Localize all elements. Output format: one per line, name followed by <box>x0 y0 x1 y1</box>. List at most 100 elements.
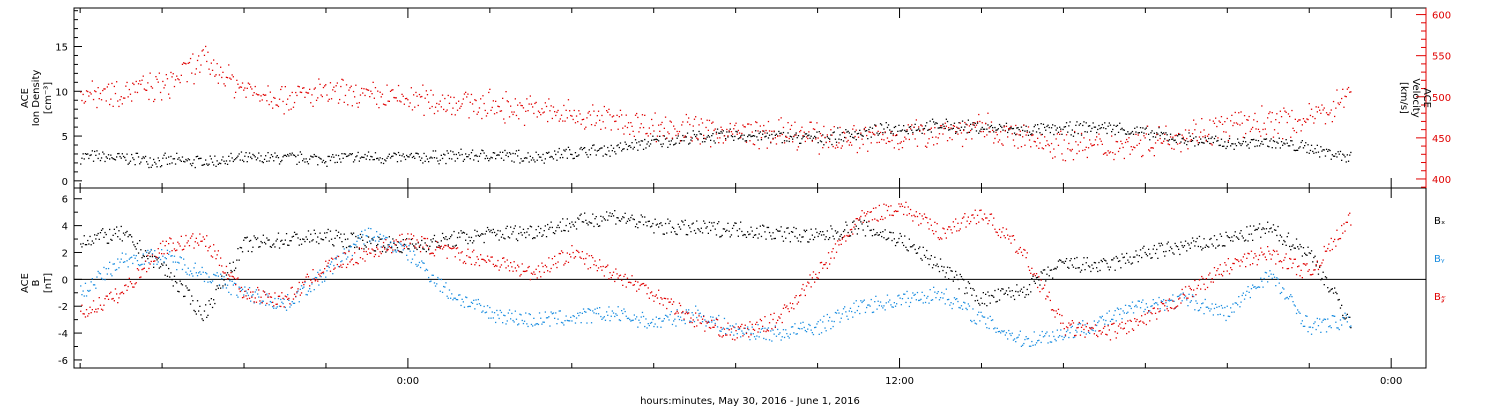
bottom-series-1-point <box>1149 310 1151 312</box>
bottom-series-2-point <box>80 310 82 312</box>
bottom-series-1-point <box>1011 332 1013 334</box>
top-series-0-point <box>241 159 244 161</box>
bottom-series-0-point <box>1212 245 1214 247</box>
bottom-series-0-point <box>918 247 920 250</box>
top-series-0-point <box>931 118 934 120</box>
top-series-0-point <box>178 157 180 159</box>
top-series-0-point <box>763 130 765 132</box>
bottom-series-1-point <box>1346 321 1348 323</box>
bottom-series-0-point <box>1201 249 1203 251</box>
top-series-1-point <box>1033 140 1035 143</box>
bottom-series-1-point <box>996 327 998 329</box>
bottom-series-0-point <box>434 240 437 242</box>
bottom-series-1-point <box>1076 331 1078 333</box>
bottom-series-1-point <box>1083 331 1085 334</box>
bottom-series-2-point <box>229 275 231 277</box>
top-series-0-point <box>217 163 219 165</box>
bottom-series-1-point <box>275 307 277 309</box>
bottom-series-1-point <box>919 299 921 301</box>
bottom-series-1-point <box>379 233 381 235</box>
bottom-series-1-point <box>735 323 737 325</box>
bottom-series-1-point <box>95 287 97 289</box>
top-series-0-point <box>1186 144 1188 146</box>
bottom-series-1-point <box>1182 292 1184 294</box>
bottom-series-0-point <box>181 284 184 286</box>
top-series-1-point <box>572 118 574 121</box>
top-series-1-point <box>1248 115 1250 118</box>
bottom-series-0-point <box>936 263 938 265</box>
bottom-series-0-point <box>922 246 924 248</box>
bottom-series-0-point <box>267 239 269 241</box>
bottom-series-1-point <box>1025 336 1027 338</box>
bottom-series-1-point <box>221 277 223 280</box>
top-series-1-point <box>139 80 141 82</box>
bottom-series-2-point <box>385 239 387 241</box>
top-series-0-point <box>537 154 540 156</box>
top-series-1-point <box>1226 117 1228 120</box>
top-series-0-point <box>1300 141 1302 144</box>
top-series-0-point <box>1276 141 1278 143</box>
bottom-series-0-point <box>178 291 180 293</box>
top-series-0-point <box>949 128 951 131</box>
top-series-0-point <box>1091 127 1093 130</box>
bottom-series-1-point <box>590 322 593 324</box>
bottom-series-0-point <box>734 222 736 224</box>
top-series-0-point <box>551 156 553 158</box>
bottom-series-1-point <box>679 316 682 318</box>
top-series-0-point <box>1000 125 1002 127</box>
bottom-series-0-point <box>1159 245 1161 247</box>
top-series-1-point <box>1321 104 1323 106</box>
top-series-0-point <box>686 132 689 134</box>
bottom-series-0-point <box>139 240 141 242</box>
bottom-series-1-point <box>825 330 827 332</box>
bottom-series-1-point <box>480 304 482 307</box>
bottom-series-0-point <box>497 229 499 232</box>
bottom-series-0-point <box>893 238 895 240</box>
bottom-series-1-point <box>1033 331 1035 333</box>
top-series-0-point <box>1079 123 1082 125</box>
top-series-0-point <box>1223 145 1225 147</box>
bottom-series-2-point <box>377 248 379 250</box>
bottom-series-0-point <box>562 218 564 220</box>
top-series-0-point <box>463 158 466 161</box>
bottom-series-0-point <box>1233 234 1235 237</box>
bottom-series-0-point <box>1120 267 1122 269</box>
top-series-0-point <box>693 133 696 136</box>
bottom-series-1-point <box>1334 315 1336 317</box>
bottom-series-0-point <box>260 240 262 243</box>
top-series-0-point <box>701 141 704 143</box>
top-series-0-point <box>1090 130 1092 132</box>
top-series-1-point <box>601 114 603 117</box>
bottom-series-1-point <box>132 262 134 265</box>
top-series-1-point <box>97 87 99 89</box>
top-series-1-point <box>931 136 934 138</box>
bottom-series-0-point <box>255 238 258 241</box>
top-series-0-point <box>779 132 781 135</box>
top-series-1-point <box>277 105 280 108</box>
bottom-series-0-point <box>1264 232 1266 234</box>
top-series-1-point <box>882 133 884 136</box>
bottom-series-0-point <box>81 246 83 248</box>
top-series-1-point <box>548 98 550 100</box>
top-series-0-point <box>388 153 390 155</box>
bottom-series-1-point <box>273 307 275 309</box>
bottom-series-1-point <box>690 321 692 323</box>
top-series-1-point <box>131 100 133 102</box>
bottom-series-0-point <box>851 231 853 233</box>
top-series-0-point <box>306 161 308 163</box>
top-series-1-point <box>140 83 142 85</box>
top-series-0-point <box>670 140 672 142</box>
bottom-series-0-point <box>189 303 192 305</box>
bottom-series-1-point <box>564 320 566 322</box>
bottom-series-0-point <box>989 302 991 304</box>
top-series-0-point <box>140 161 142 163</box>
top-series-1-point <box>253 92 255 94</box>
bottom-series-1-point <box>572 315 574 317</box>
top-series-1-point <box>269 91 271 93</box>
top-series-1-point <box>520 104 522 107</box>
top-series-1-point <box>1053 148 1055 150</box>
top-series-1-point <box>359 94 362 96</box>
bottom-series-1-point <box>644 325 646 328</box>
bottom-series-0-point <box>257 237 259 239</box>
top-series-0-point <box>707 134 709 137</box>
